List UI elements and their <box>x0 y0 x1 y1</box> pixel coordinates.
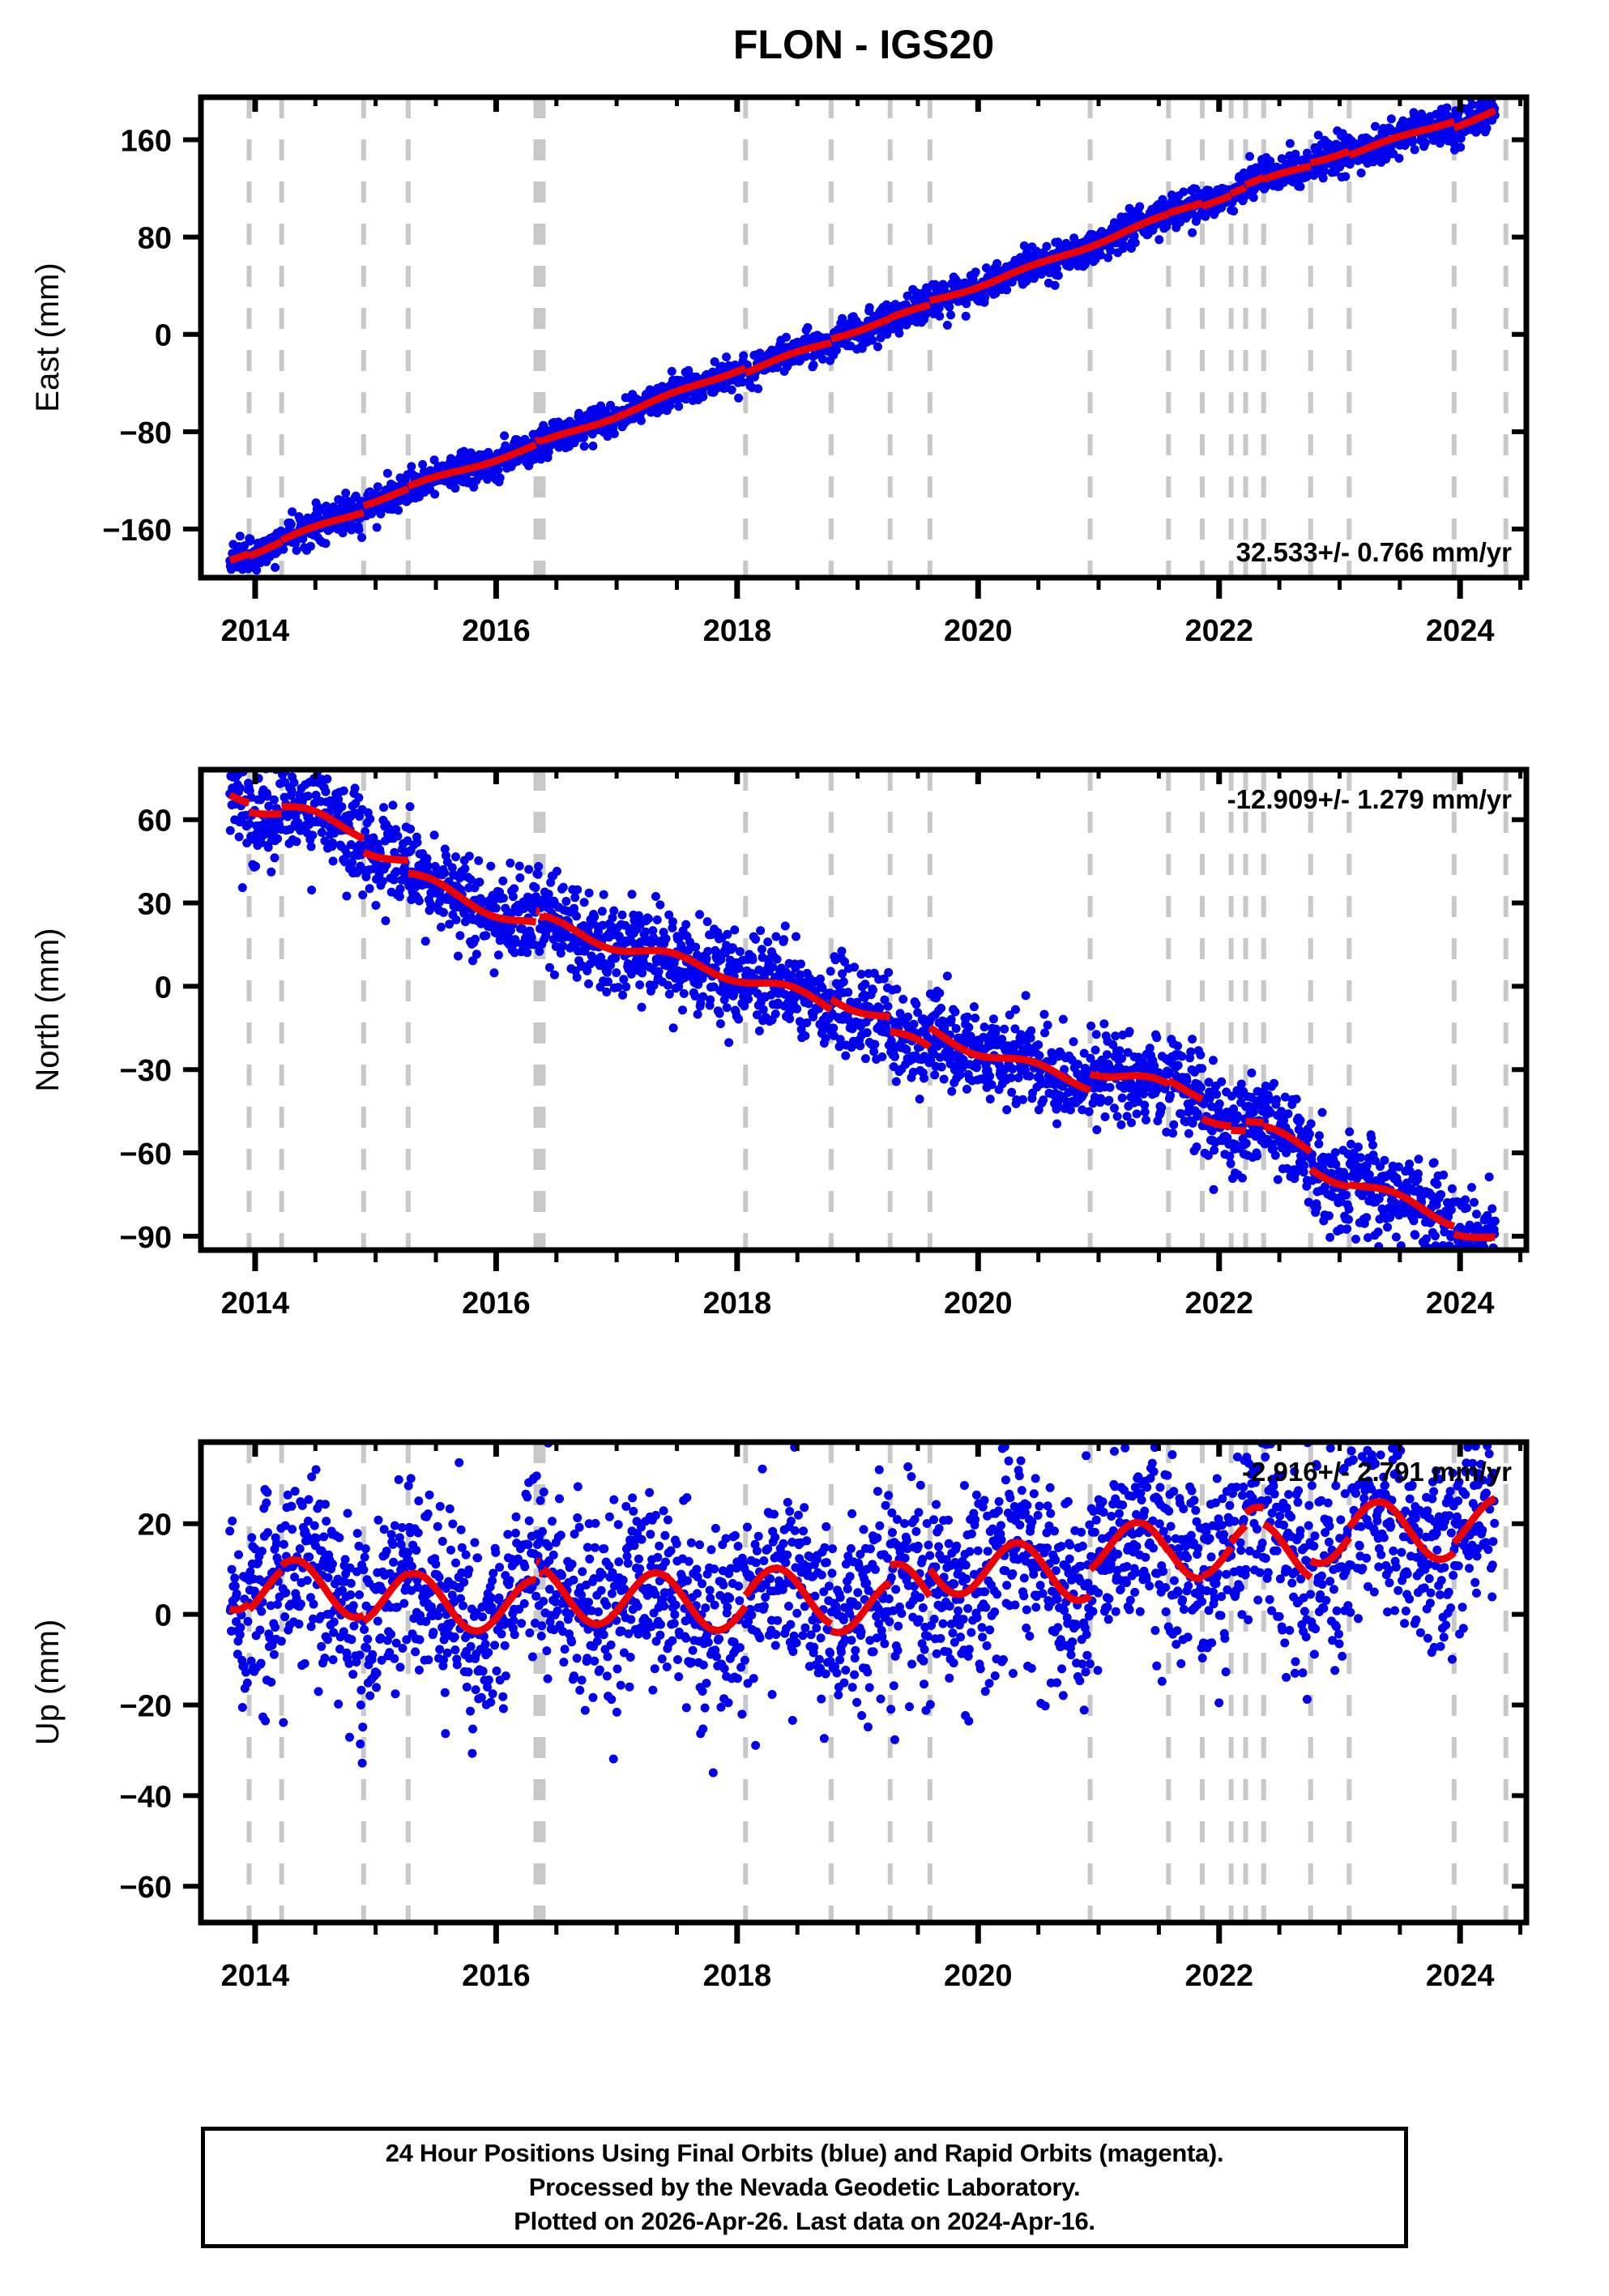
y-tick-label: −80 <box>120 416 172 450</box>
trend-line <box>227 107 1498 564</box>
x-axis-title: Time (year) <box>782 2016 946 2017</box>
x-tick-label: 2022 <box>1184 1287 1253 1321</box>
y-tick-label: −60 <box>120 1137 172 1171</box>
y-axis: 60 30 0 −30 −60 −90 <box>120 804 1526 1255</box>
x-tick-label: 2020 <box>944 614 1013 648</box>
y-axis: 20 0 −20 −40 −60 <box>120 1509 1526 1905</box>
x-axis: 2014 2016 2018 2020 2022 2024 <box>221 770 1523 1321</box>
panel-east: 160 80 0 −80 −160 2014 2016 2018 2020 2022 2024 Eas… <box>0 0 1609 672</box>
x-tick-label: 2024 <box>1426 1287 1495 1321</box>
panel-up: 20 0 −20 −40 −60 2014 2016 2018 2020 2022 2024 Up (… <box>0 1345 1609 2017</box>
trend-line <box>227 1495 1498 1637</box>
x-axis: 2014 2016 2018 2020 2022 2024 <box>221 1442 1523 1993</box>
plot-east: 160 80 0 −80 −160 2014 2016 2018 2020 2022 2024 Eas… <box>30 22 1530 648</box>
x-tick-label: 2016 <box>462 614 531 648</box>
y-axis-title: Up (mm) <box>30 1620 66 1746</box>
rate-annotation: -2.916+/- 2.791 mm/yr <box>1242 1457 1512 1487</box>
y-tick-label: 160 <box>121 125 172 159</box>
y-tick-label: −30 <box>120 1054 172 1088</box>
y-tick-label: 60 <box>138 804 172 839</box>
chart-title: FLON - IGS20 <box>733 22 994 67</box>
x-tick-label: 2024 <box>1426 1959 1495 1993</box>
data-points-final-orbits <box>225 1442 1500 1777</box>
y-tick-label: −60 <box>120 1871 172 1905</box>
y-tick-label: −90 <box>120 1221 172 1255</box>
x-tick-label: 2016 <box>462 1959 531 1993</box>
y-tick-label: 0 <box>155 319 172 353</box>
x-tick-label: 2020 <box>944 1287 1013 1321</box>
x-tick-label: 2024 <box>1426 614 1495 648</box>
data-points-final-orbits <box>225 97 1500 575</box>
y-axis: 160 80 0 −80 −160 <box>102 125 1526 548</box>
trend-line <box>227 792 1498 1241</box>
plot-frame <box>198 766 1530 1253</box>
y-tick-label: 0 <box>155 971 172 1005</box>
y-tick-label: −40 <box>120 1780 172 1814</box>
y-tick-label: 0 <box>155 1599 172 1633</box>
y-tick-label: 80 <box>138 222 172 256</box>
x-tick-label: 2022 <box>1184 1959 1253 1993</box>
x-tick-label: 2022 <box>1184 614 1253 648</box>
plot-frame <box>198 1439 1530 1926</box>
x-tick-label: 2014 <box>221 614 290 648</box>
x-tick-label: 2014 <box>221 1287 290 1321</box>
y-axis-title: East (mm) <box>30 262 66 412</box>
footer-note-box: 24 Hour Positions Using Final Orbits (bl… <box>201 2127 1408 2248</box>
footer-line-3: Plotted on 2026-Apr-26. Last data on 202… <box>514 2207 1095 2235</box>
y-tick-label: 20 <box>138 1509 172 1543</box>
x-tick-label: 2018 <box>703 1959 772 1993</box>
plot-up: 20 0 −20 −40 −60 2014 2016 2018 2020 2022 2024 Up (… <box>30 1439 1530 2017</box>
x-tick-label: 2016 <box>462 1287 531 1321</box>
plot-north: 60 30 0 −30 −60 −90 2014 2016 2018 2020 2022 2024 No… <box>30 766 1530 1321</box>
y-tick-label: 30 <box>138 888 172 922</box>
plot-background <box>201 1442 1526 1923</box>
x-tick-label: 2014 <box>221 1959 290 1993</box>
footer-line-1: 24 Hour Positions Using Final Orbits (bl… <box>385 2139 1224 2167</box>
rate-annotation: 32.533+/- 0.766 mm/yr <box>1236 537 1512 567</box>
panel-north: 60 30 0 −30 −60 −90 2014 2016 2018 2020 2022 2024 No… <box>0 672 1609 1345</box>
x-tick-label: 2018 <box>703 614 772 648</box>
x-axis: 2014 2016 2018 2020 2022 2024 <box>221 97 1523 648</box>
footer-line-2: Processed by the Nevada Geodetic Laborat… <box>528 2173 1081 2201</box>
y-tick-label: −20 <box>120 1689 172 1723</box>
y-tick-label: −160 <box>102 514 172 548</box>
rate-annotation: -12.909+/- 1.279 mm/yr <box>1227 784 1512 814</box>
x-tick-label: 2020 <box>944 1959 1013 1993</box>
plot-frame <box>198 94 1530 581</box>
x-tick-label: 2018 <box>703 1287 772 1321</box>
y-axis-title: North (mm) <box>30 928 66 1091</box>
